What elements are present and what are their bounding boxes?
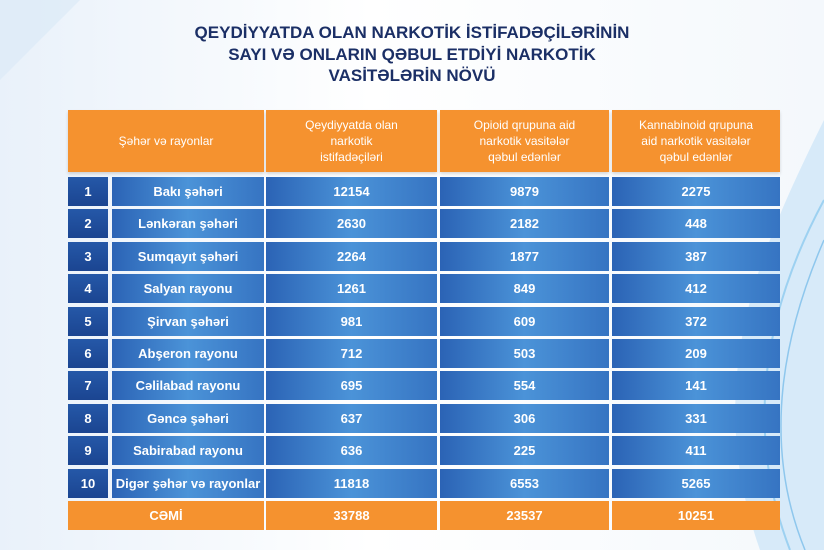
cell-value: 2182: [440, 209, 609, 239]
header-line: narkotik: [330, 134, 373, 148]
region-name: Bakı şəhəri: [112, 177, 264, 206]
cell-value: 2630: [266, 209, 437, 239]
header-line: aid narkotik vasitələr: [641, 134, 751, 148]
row-number: 3: [68, 241, 108, 271]
header-cell: Kannabinoid qrupuna aid narkotik vasitələ…: [612, 110, 780, 172]
row-number: 10: [68, 468, 108, 498]
cell-value: 981: [266, 306, 437, 336]
cell-value: 695: [266, 371, 437, 401]
cell-value: 387: [612, 241, 780, 271]
row-number: 4: [68, 274, 108, 304]
cell-value: 1261: [266, 274, 437, 304]
region-name: Abşeron rayonu: [112, 339, 264, 368]
cell-value: 209: [612, 339, 780, 368]
cell-value: 503: [440, 339, 609, 368]
cell-value: 637: [266, 403, 437, 433]
cell-value: 636: [266, 436, 437, 466]
title-line: QEYDİYYATDA OLAN NARKOTİK İSTİFADƏÇİLƏRİ…: [194, 23, 630, 42]
region-name: Gəncə şəhəri: [112, 403, 264, 433]
header-line: Kannabinoid qrupuna: [638, 118, 754, 132]
region-name: Sumqayıt şəhəri: [112, 241, 264, 271]
cell-value: 411: [612, 436, 780, 466]
cell-value: 609: [440, 306, 609, 336]
header-cell: Opioid qrupuna aid narkotik vasitələr qəbu…: [440, 110, 609, 172]
title: QEYDİYYATDA OLAN NARKOTİK İSTİFADƏÇİLƏRİ…: [112, 22, 712, 87]
header-line: qəbul edənlər: [488, 150, 561, 164]
cell-value: 5265: [612, 468, 780, 498]
cell-value: 306: [440, 403, 609, 433]
cell-value: 448: [612, 209, 780, 239]
region-name: Sabirabad rayonu: [112, 436, 264, 466]
cell-value: 225: [440, 436, 609, 466]
cell-value: 412: [612, 274, 780, 304]
region-name: Lənkəran şəhəri: [112, 209, 264, 239]
cell-value: 2275: [612, 177, 780, 206]
total-value: 10251: [612, 501, 780, 530]
cell-value: 331: [612, 403, 780, 433]
cell-value: 6553: [440, 468, 609, 498]
header-cell: Qeydiyyatda olan narkotik istifadəçiləri: [266, 110, 437, 172]
header-line: istifadəçiləri: [320, 150, 383, 164]
header-line: Şəhər və rayonlar: [118, 134, 214, 148]
cell-value: 554: [440, 371, 609, 401]
title-line: VASİTƏLƏRİN NÖVÜ: [328, 66, 496, 85]
cell-value: 712: [266, 339, 437, 368]
row-number: 1: [68, 177, 108, 206]
region-name: Şirvan şəhəri: [112, 306, 264, 336]
total-value: 23537: [440, 501, 609, 530]
header-line: qəbul edənlər: [659, 150, 733, 164]
cell-value: 372: [612, 306, 780, 336]
row-number: 6: [68, 339, 108, 368]
header-line: Opioid qrupuna aid: [473, 118, 576, 132]
header-line: Qeydiyyatda olan: [305, 118, 398, 132]
region-name: Digər şəhər və rayonlar: [112, 468, 264, 498]
cell-value: 1877: [440, 241, 609, 271]
region-name: Salyan rayonu: [112, 274, 264, 304]
header-line: narkotik vasitələr: [479, 134, 570, 148]
row-number: 5: [68, 306, 108, 336]
cell-value: 12154: [266, 177, 437, 206]
cell-value: 11818: [266, 468, 437, 498]
header-cell: Şəhər və rayonlar: [68, 110, 264, 172]
cell-value: 141: [612, 371, 780, 401]
row-number: 2: [68, 209, 108, 239]
row-number: 9: [68, 436, 108, 466]
cell-value: 2264: [266, 241, 437, 271]
cell-value: 9879: [440, 177, 609, 206]
row-number: 7: [68, 371, 108, 401]
row-number: 8: [68, 403, 108, 433]
total-value: 33788: [266, 501, 437, 530]
region-name: Cəlilabad rayonu: [112, 371, 264, 401]
cell-value: 849: [440, 274, 609, 304]
title-line: SAYI VƏ ONLARIN QƏBUL ETDİYİ NARKOTİK: [228, 44, 596, 64]
total-label: CƏMİ: [68, 501, 264, 530]
